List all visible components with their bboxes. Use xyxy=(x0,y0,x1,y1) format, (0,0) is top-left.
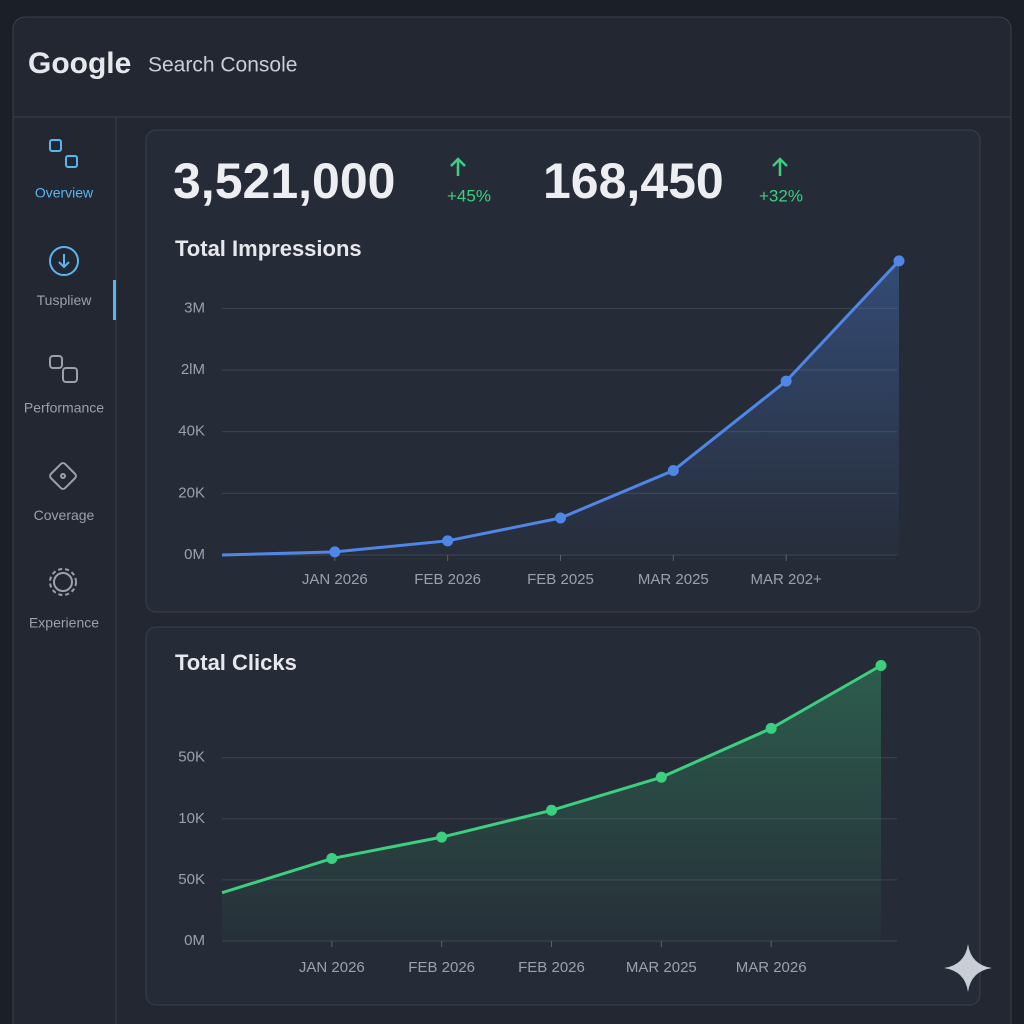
nav-label: Experience xyxy=(29,615,99,631)
nav-label: Overview xyxy=(35,185,94,201)
x-tick-label: FEB 2026 xyxy=(518,959,585,976)
area xyxy=(222,665,881,941)
y-tick-label: 0M xyxy=(184,932,205,949)
point xyxy=(780,375,792,387)
area xyxy=(222,260,899,555)
point xyxy=(326,853,338,865)
y-tick-label: 40K xyxy=(178,423,205,440)
y-tick-label: 2lM xyxy=(181,361,205,378)
nav-label: Coverage xyxy=(34,507,95,523)
point xyxy=(893,255,905,267)
point xyxy=(765,722,777,734)
y-tick-label: 0M xyxy=(184,546,205,563)
x-tick-label: MAR 2026 xyxy=(736,959,807,976)
sparkle-icon xyxy=(944,944,992,992)
stat-value: 3,521,000 xyxy=(173,153,395,209)
point xyxy=(329,546,341,558)
point xyxy=(667,465,679,477)
product-name: Search Console xyxy=(148,54,297,77)
x-tick-label: FEB 2025 xyxy=(527,571,594,588)
y-tick-label: 3M xyxy=(184,299,205,316)
point xyxy=(442,535,454,547)
point xyxy=(546,804,557,816)
stat-change: +32% xyxy=(759,186,803,205)
logo: Google xyxy=(28,47,131,80)
y-tick-label: 10K xyxy=(178,810,205,827)
point xyxy=(655,771,667,783)
point xyxy=(875,659,887,671)
x-tick-label: JAN 2026 xyxy=(302,571,368,588)
point xyxy=(436,831,448,843)
nav-label: Performance xyxy=(24,400,104,416)
stat-change: +45% xyxy=(447,186,491,205)
active-indicator xyxy=(113,280,116,320)
x-tick-label: JAN 2026 xyxy=(299,959,365,976)
nav-label: Tuspliew xyxy=(37,292,93,308)
x-tick-label: MAR 202+ xyxy=(751,571,823,588)
y-tick-label: 50K xyxy=(178,749,205,766)
x-tick-label: MAR 2025 xyxy=(626,959,697,976)
up-arrow xyxy=(450,157,466,176)
nav-icon xyxy=(49,355,78,596)
x-tick-label: FEB 2026 xyxy=(414,571,481,588)
nav-icon xyxy=(49,139,79,276)
chart-title: Total Clicks xyxy=(175,650,297,675)
x-tick-label: MAR 2025 xyxy=(638,571,709,588)
y-tick-label: 50K xyxy=(178,871,205,888)
x-tick-label: FEB 2026 xyxy=(408,959,475,976)
y-tick-label: 20K xyxy=(178,484,205,501)
point xyxy=(555,512,566,524)
chart-title: Total Impressions xyxy=(175,236,362,261)
stat-value: 168,450 xyxy=(543,153,724,209)
up-arrow xyxy=(772,157,788,176)
sidebar: Overview Tuspliew Performance Coverage Exper… xyxy=(24,185,104,631)
